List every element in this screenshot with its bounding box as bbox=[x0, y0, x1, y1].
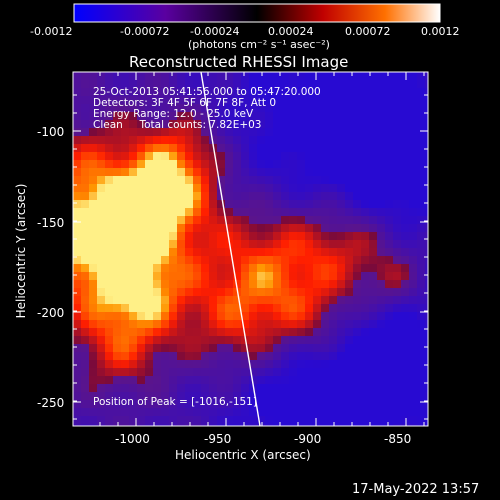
y-tick-label: -200 bbox=[37, 306, 65, 320]
image-title: Reconstructed RHESSI Image bbox=[129, 53, 349, 71]
x-axis-label: Heliocentric X (arcsec) bbox=[175, 448, 311, 462]
colorbar-tick-5: 0.00072 bbox=[345, 25, 391, 38]
image-heatmap bbox=[73, 72, 428, 426]
colorbar-tick-2: -0.00072 bbox=[120, 25, 170, 38]
x-tick-label: -900 bbox=[294, 432, 322, 446]
info-line-energy: Energy Range: 12.0 - 25.0 keV bbox=[93, 108, 254, 120]
info-line-detectors: Detectors: 3F 4F 5F 6F 7F 8F, Att 0 bbox=[93, 97, 277, 109]
colorbar-units: (photons cm⁻² s⁻¹ asec⁻²) bbox=[188, 38, 330, 51]
info-line-time: 25-Oct-2013 05:41:56.000 to 05:47:20.000 bbox=[93, 86, 321, 98]
timestamp: 17-May-2022 13:57 bbox=[352, 482, 480, 497]
x-tick-label: -1000 bbox=[115, 432, 150, 446]
peak-position-text: Position of Peak = [-1016,-151] bbox=[93, 396, 257, 408]
colorbar-tick-1: -0.0012 bbox=[30, 25, 73, 38]
axis-ticks bbox=[73, 72, 428, 426]
y-tick-label: -150 bbox=[37, 216, 65, 230]
info-line-clean: Clean Total counts: 7.82E+03 bbox=[93, 119, 262, 131]
colorbar bbox=[73, 3, 441, 23]
colorbar-tick-6: 0.0012 bbox=[421, 25, 460, 38]
colorbar-tick-3: -0.00024 bbox=[190, 25, 240, 38]
plot-frame bbox=[72, 71, 429, 427]
y-axis-label: Heliocentric Y (arcsec) bbox=[14, 183, 28, 319]
x-tick-label: -850 bbox=[384, 432, 412, 446]
colorbar-tick-4: 0.00024 bbox=[268, 25, 314, 38]
solar-limb-line bbox=[200, 72, 261, 426]
x-tick-label: -950 bbox=[204, 432, 232, 446]
y-tick-label: -250 bbox=[37, 396, 65, 410]
y-tick-label: -100 bbox=[37, 125, 65, 139]
